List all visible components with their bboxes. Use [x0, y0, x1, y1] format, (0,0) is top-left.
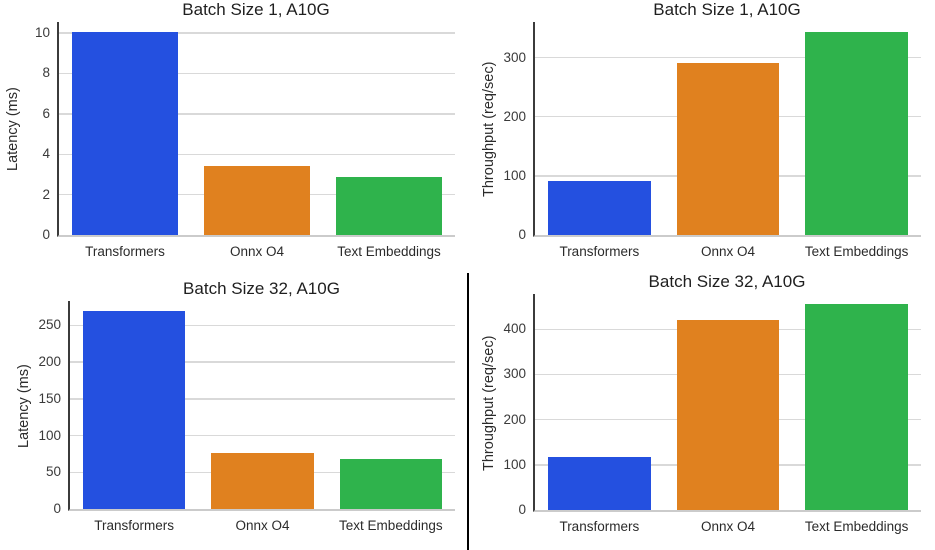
- y-tick-label: 400: [503, 321, 526, 337]
- x-tick-label: Transformers: [559, 519, 640, 534]
- bar-onnx-o4: [204, 166, 310, 235]
- y-tick-label: 100: [503, 456, 526, 472]
- x-tick-label: Text Embeddings: [337, 244, 441, 259]
- gridline: [59, 72, 455, 75]
- bar-text-embeddings: [805, 32, 909, 235]
- bar-transformers: [72, 32, 178, 235]
- plot-area: 0 100 200 300 Transformers Onnx O4 Text Embedd…: [503, 22, 921, 259]
- plot-area: 0 2 4 6 8 10 Transformers Onnx O4 Text Embedding…: [35, 22, 455, 259]
- y-tick-label: 200: [503, 411, 526, 427]
- y-tick-label: 0: [518, 227, 526, 242]
- y-tick-label: 2: [42, 186, 50, 202]
- x-tick-label: Onnx O4: [235, 518, 290, 533]
- plot-area: 0 50 100 150 200 250 Transformers Onnx O4 Text E…: [38, 301, 455, 533]
- bar-text-embeddings: [339, 459, 443, 509]
- y-tick-label: 200: [503, 108, 526, 124]
- x-tick-label: Transformers: [85, 244, 165, 259]
- chart-batch32-latency: Batch Size 32, A10G Latency (ms) 0 50 100 1…: [16, 279, 455, 533]
- y-tick-label: 100: [503, 167, 526, 183]
- y-tick-label: 50: [45, 464, 61, 480]
- y-tick-label: 250: [38, 317, 61, 333]
- bar-transformers: [547, 180, 651, 235]
- panel-divider-line: [467, 273, 469, 550]
- x-tick-label: Onnx O4: [700, 244, 756, 259]
- x-tick-label: Onnx O4: [700, 519, 756, 534]
- y-tick-label: 100: [38, 427, 61, 443]
- bar-text-embeddings: [805, 303, 909, 510]
- chart-title: Batch Size 1, A10G: [653, 0, 801, 19]
- chart-batch32-throughput: Batch Size 32, A10G Throughput (req/sec)…: [481, 272, 921, 534]
- bar-onnx-o4: [676, 63, 780, 235]
- gridline: [535, 56, 921, 59]
- y-axis-label: Latency (ms): [5, 87, 21, 172]
- chart-batch1-latency: Batch Size 1, A10G Latency (ms) 0 2 4 6 8 10 T…: [5, 0, 455, 259]
- x-tick-label: Text Embeddings: [804, 519, 909, 534]
- y-tick-label: 4: [42, 146, 50, 162]
- y-tick-label: 8: [42, 65, 50, 81]
- y-tick-label: 0: [53, 501, 61, 516]
- x-tick-label: Onnx O4: [229, 244, 285, 259]
- chart-title: Batch Size 32, A10G: [648, 272, 806, 291]
- x-tick-label: Transformers: [559, 244, 640, 259]
- chart-batch1-throughput: Batch Size 1, A10G Throughput (req/sec) …: [481, 0, 921, 259]
- bar-onnx-o4: [676, 320, 780, 510]
- gridline: [70, 434, 455, 437]
- y-axis-label: Latency (ms): [16, 364, 32, 448]
- gridline: [59, 153, 455, 155]
- chart-title: Batch Size 1, A10G: [182, 0, 330, 19]
- y-tick-label: 6: [42, 105, 50, 121]
- gridline: [70, 398, 455, 400]
- y-tick-label: 300: [503, 366, 526, 382]
- bar-transformers: [82, 310, 186, 509]
- x-tick-label: Transformers: [94, 518, 175, 533]
- bar-text-embeddings: [336, 176, 442, 235]
- x-tick-label: Text Embeddings: [339, 518, 443, 533]
- y-tick-label: 300: [503, 49, 526, 65]
- y-tick-label: 0: [42, 227, 50, 242]
- y-tick-label: 150: [38, 390, 61, 406]
- y-tick-label: 200: [38, 354, 61, 370]
- x-tick-label: Text Embeddings: [804, 244, 909, 259]
- gridline: [70, 324, 455, 327]
- bar-onnx-o4: [211, 453, 314, 509]
- bar-transformers: [547, 456, 651, 510]
- gridline: [59, 113, 455, 115]
- chart-title: Batch Size 32, A10G: [183, 279, 340, 298]
- gridline: [59, 32, 455, 34]
- gridline: [70, 361, 455, 363]
- plot-area: 0 100 200 300 400 Transformers Onnx O4 Text Emb…: [503, 294, 921, 534]
- y-tick-label: 0: [518, 502, 526, 517]
- y-tick-label: 10: [34, 25, 50, 41]
